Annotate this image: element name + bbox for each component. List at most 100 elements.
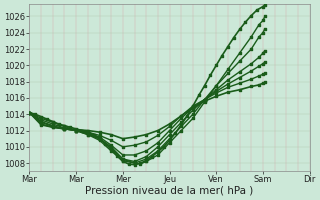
Point [50,122,55,126]
Point [249,35,254,38]
Point [108,139,114,142]
Point [155,129,160,132]
Point [85,131,90,135]
Point [149,155,155,158]
Point [260,5,266,8]
Point [225,91,230,94]
Point [27,111,32,114]
Point [237,60,242,63]
Point [108,147,114,150]
Point [155,134,160,137]
Point [27,111,32,114]
Point [190,104,196,108]
Point [120,157,125,161]
Point [179,114,184,117]
Point [62,126,67,130]
Point [249,14,254,17]
Point [262,60,268,64]
Point [262,81,268,84]
Point [185,114,190,117]
Point [155,149,160,152]
Point [167,133,172,136]
Point [56,122,61,126]
Point [237,28,242,31]
Point [74,129,79,132]
Point [108,145,114,148]
Point [167,137,172,140]
Point [39,118,44,122]
Point [237,51,242,55]
Point [190,117,196,120]
Point [260,82,266,85]
Point [208,73,213,77]
Point [196,94,201,97]
Point [132,160,137,163]
Point [62,127,67,130]
Point [138,162,143,166]
X-axis label: Pression niveau de la mer( hPa ): Pression niveau de la mer( hPa ) [85,186,254,196]
Point [85,132,90,135]
Point [257,65,262,68]
Point [214,91,219,95]
Point [120,153,125,157]
Point [74,129,79,132]
Point [243,21,248,24]
Point [79,129,84,132]
Point [62,127,67,130]
Point [50,126,55,129]
Point [144,149,149,152]
Point [155,141,160,144]
Point [144,159,149,162]
Point [179,121,184,124]
Point [260,62,266,65]
Point [74,129,79,132]
Point [120,160,125,163]
Point [262,3,268,7]
Point [50,126,55,129]
Point [214,88,219,91]
Point [167,125,172,128]
Point [214,84,219,87]
Point [85,133,90,136]
Point [120,157,125,161]
Point [50,120,55,123]
Point [27,111,32,114]
Point [214,95,219,98]
Point [103,142,108,145]
Point [249,69,254,73]
Point [155,153,160,157]
Point [120,137,125,140]
Point [74,128,79,131]
Point [85,131,90,134]
Point [108,148,114,151]
Point [190,106,196,109]
Point [225,82,230,86]
Point [262,49,268,52]
Point [179,123,184,126]
Point [39,117,44,120]
Point [179,129,184,132]
Point [132,144,137,147]
Point [108,133,114,136]
Point [260,51,266,55]
Point [237,82,242,85]
Point [27,111,32,114]
Point [237,76,242,79]
Point [132,135,137,139]
Point [214,64,219,67]
Point [202,98,207,101]
Point [126,162,131,166]
Point [144,160,149,163]
Point [190,104,196,108]
Point [214,84,219,87]
Point [97,137,102,140]
Point [62,125,67,128]
Point [173,131,178,135]
Point [50,121,55,124]
Point [120,145,125,148]
Point [120,159,125,162]
Point [167,139,172,142]
Point [39,121,44,124]
Point [260,73,266,76]
Point [257,74,262,78]
